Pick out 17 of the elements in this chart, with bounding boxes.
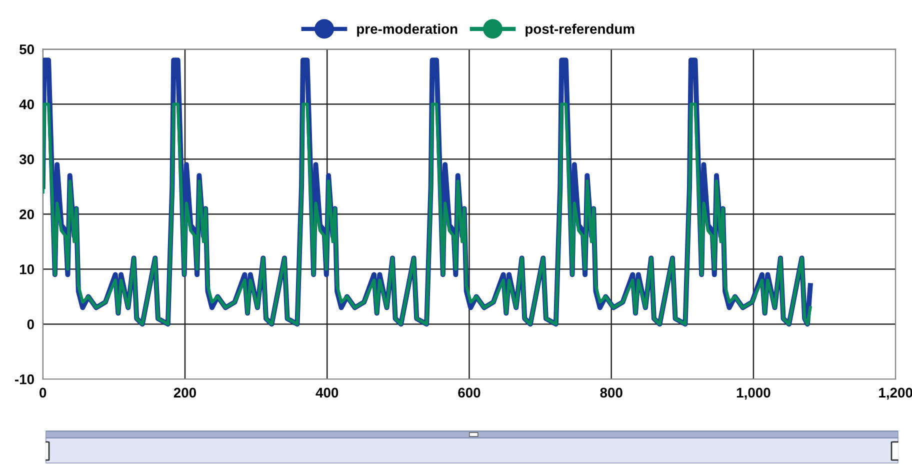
y-tick-label: 50 — [20, 44, 34, 54]
x-tick-label: 1,200 — [879, 388, 912, 400]
x-tick-label: 400 — [316, 388, 338, 398]
line-series — [42, 102, 812, 326]
x-tick-label: 1,000 — [736, 388, 770, 400]
y-tick-label: -10 — [15, 374, 34, 384]
y-tick-label: 10 — [20, 264, 34, 274]
x-tick-label: 600 — [458, 388, 480, 398]
legend-label: post-referendum — [526, 24, 634, 37]
x-tick-label: 0 — [40, 388, 46, 398]
x-tick-label: 200 — [174, 388, 196, 398]
y-tick-label: 20 — [20, 209, 34, 220]
legend-label: pre-moderation — [357, 24, 458, 37]
y-tick-label: 30 — [19, 154, 34, 164]
y-tick-label: 0 — [27, 319, 34, 330]
x-tick-label: 800 — [600, 388, 622, 398]
y-tick-label: 40 — [19, 99, 34, 110]
